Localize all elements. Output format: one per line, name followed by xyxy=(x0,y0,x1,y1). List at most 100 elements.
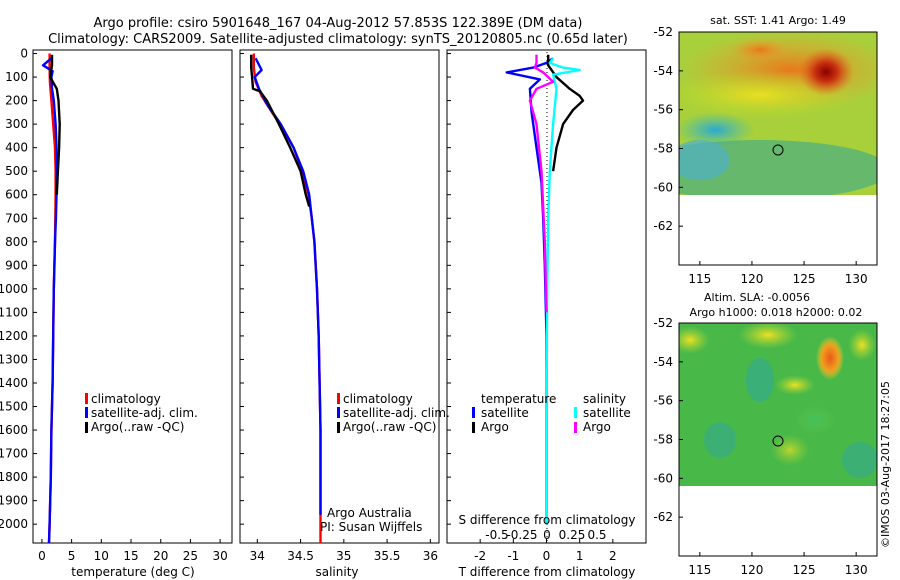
map-y-tick-label: -58 xyxy=(653,142,673,156)
x-tick-label: 5 xyxy=(68,549,76,563)
sla-hot-spot xyxy=(816,336,844,380)
legend-swatch-satellite xyxy=(337,407,340,418)
argo-position-marker xyxy=(772,144,784,156)
sst-hot-spot xyxy=(798,48,854,96)
x-tick-label: 2 xyxy=(609,549,617,563)
legend-swatch-sal-argo xyxy=(574,422,577,433)
x-tick-label: 35.5 xyxy=(374,549,401,563)
salinity-x-label: salinity xyxy=(315,565,358,579)
legend-header-temperature: temperature xyxy=(481,392,556,406)
sla-yellow-top xyxy=(738,323,798,349)
legend-label-sal-satellite: satellite xyxy=(583,406,631,420)
depth-tick-label: 800 xyxy=(5,235,28,249)
top-x-tick-label: -0.25 xyxy=(506,528,537,542)
sst-hot-spot-2 xyxy=(730,38,790,62)
salinity-axes-frame xyxy=(239,49,440,544)
map-y-tick-label: -56 xyxy=(653,103,673,117)
legend-label-temp-satellite: satellite xyxy=(481,406,529,420)
depth-tick-label: 200 xyxy=(5,94,28,108)
sst-map-x-axis: 115 120 125 130 xyxy=(688,261,868,286)
salinity-series xyxy=(249,53,322,543)
map-x-tick-label: 125 xyxy=(793,563,816,577)
depth-tick-label: 0 xyxy=(20,47,28,61)
depth-tick-label: 500 xyxy=(5,164,28,178)
legend-swatch-climatology xyxy=(337,393,340,404)
top-x-tick-label: -0.5 xyxy=(485,528,508,542)
legend-swatch-argo xyxy=(337,422,340,433)
s-difference-label: S difference from climatology xyxy=(459,513,636,527)
legend-swatch-satellite xyxy=(85,407,88,418)
x-tick-label: 34.5 xyxy=(287,549,314,563)
x-tick-label: 20 xyxy=(153,549,168,563)
x-tick-label: 34 xyxy=(250,549,265,563)
map-y-tick-label: -54 xyxy=(653,64,673,78)
sla-heatmap xyxy=(679,323,877,486)
series-line-satellite-adj-clim xyxy=(253,57,322,515)
temperature-legend: climatology satellite-adj. clim. Argo(..… xyxy=(85,392,198,434)
series-line-satellite-adj-clim xyxy=(41,57,58,544)
top-x-tick-label: 0 xyxy=(543,528,551,542)
legend-label-argo: Argo(..raw -QC) xyxy=(343,420,436,434)
sst-cold-patch xyxy=(679,112,755,148)
x-tick-label: -1 xyxy=(507,549,519,563)
depth-tick-label: 1300 xyxy=(0,352,28,366)
map-x-tick-label: 130 xyxy=(845,272,868,286)
depth-tick-label: 1000 xyxy=(0,282,28,296)
x-tick-label: 10 xyxy=(94,549,109,563)
map-y-tick-label: -52 xyxy=(653,25,673,39)
depth-tick-label: 1700 xyxy=(0,447,28,461)
salinity-legend: climatology satellite-adj. clim. Argo(..… xyxy=(337,392,450,434)
map-y-tick-label: -58 xyxy=(653,433,673,447)
x-tick-label: 1 xyxy=(576,549,584,563)
legend-swatch-temp-satellite xyxy=(472,407,475,418)
salinity-x-axis: 34 34.5 35 35.5 36 xyxy=(250,539,438,563)
legend-header-salinity: salinity xyxy=(583,392,626,406)
depth-tick-label: 1600 xyxy=(0,423,28,437)
depth-tick-label: 1100 xyxy=(0,305,28,319)
x-tick-label: -2 xyxy=(474,549,486,563)
t-difference-label: T difference from climatology xyxy=(458,565,636,579)
depth-tick-label: 100 xyxy=(5,70,28,84)
depth-tick-label: 700 xyxy=(5,211,28,225)
salinity-y-ticks xyxy=(240,53,244,525)
depth-tick-label: 1200 xyxy=(0,329,28,343)
title-line-1: Argo profile: csiro 5901648_167 04-Aug-2… xyxy=(94,16,583,31)
map-y-tick-label: -62 xyxy=(653,510,673,524)
sla-yellow-mid xyxy=(775,375,815,395)
title-line-2: Climatology: CARS2009. Satellite-adjuste… xyxy=(48,32,628,47)
sst-cool-patch xyxy=(679,140,730,180)
depth-tick-label: 300 xyxy=(5,117,28,131)
x-tick-label: 0 xyxy=(38,549,46,563)
legend-label-climatology: climatology xyxy=(343,392,413,406)
map-y-tick-label: -54 xyxy=(653,355,673,369)
x-tick-label: 36 xyxy=(423,549,438,563)
map-x-tick-label: 115 xyxy=(688,563,711,577)
legend-label-climatology: climatology xyxy=(91,392,161,406)
sst-map-y-axis: -52 -54 -56 -58 -60 -62 xyxy=(653,25,683,233)
sla-map-x-axis: 115 120 125 130 xyxy=(688,552,868,577)
map-x-tick-label: 125 xyxy=(793,272,816,286)
map-y-tick-label: -56 xyxy=(653,394,673,408)
argo-australia-label: Argo Australia xyxy=(327,506,412,520)
legend-label-satellite: satellite-adj. clim. xyxy=(91,406,198,420)
temperature-panel: 0100200300400500600700800900100011001200… xyxy=(0,47,233,579)
depth-tick-label: 600 xyxy=(5,188,28,202)
map-y-tick-label: -52 xyxy=(653,316,673,330)
legend-swatch-climatology xyxy=(85,393,88,404)
sla-map-panel: Altim. SLA: -0.0056 Argo h1000: 0.018 h2… xyxy=(653,291,878,577)
depth-tick-label: 1400 xyxy=(0,376,28,390)
depth-tick-label: 1800 xyxy=(0,470,28,484)
legend-swatch-argo xyxy=(85,422,88,433)
difference-top-axis: -0.5-0.25 0 0.25 0.5 xyxy=(485,528,606,542)
depth-tick-label: 1900 xyxy=(0,494,28,508)
x-tick-label: 30 xyxy=(212,549,227,563)
sst-heatmap xyxy=(679,32,877,195)
difference-x-axis: -2 -1 0 1 2 xyxy=(474,539,617,563)
depth-tick-label: 400 xyxy=(5,141,28,155)
difference-legend: temperature salinity satellite Argo sate… xyxy=(472,392,631,434)
sla-map-title-1: Altim. SLA: -0.0056 xyxy=(704,291,810,304)
x-tick-label: 0 xyxy=(543,549,551,563)
top-x-tick-label: 0.5 xyxy=(587,528,606,542)
x-tick-label: 15 xyxy=(123,549,138,563)
sla-green-1 xyxy=(795,406,835,434)
